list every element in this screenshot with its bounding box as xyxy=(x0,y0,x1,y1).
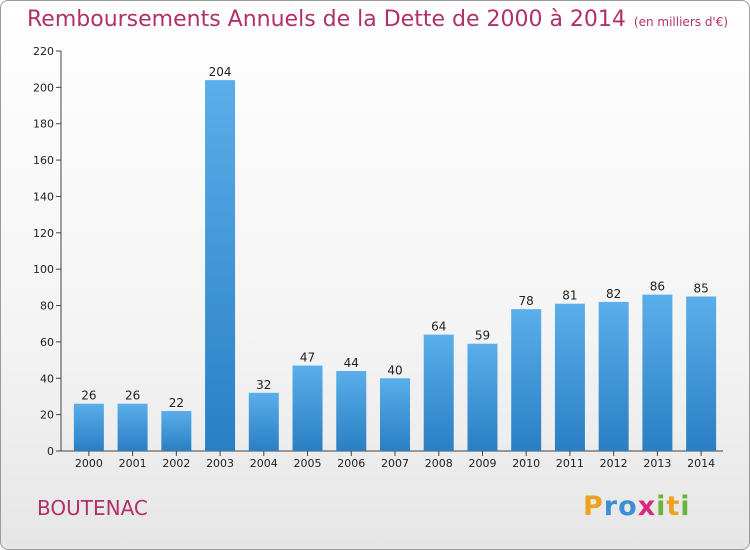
x-tick-label: 2003 xyxy=(206,457,234,470)
y-tick-label: 80 xyxy=(40,300,54,313)
x-tick-label: 2005 xyxy=(294,457,322,470)
value-label: 81 xyxy=(562,289,577,303)
y-tick-label: 100 xyxy=(33,263,54,276)
x-tick-label: 2004 xyxy=(250,457,278,470)
y-tick-label: 60 xyxy=(40,336,54,349)
logo-letter: o xyxy=(618,491,638,522)
bar-2011 xyxy=(554,303,585,451)
y-tick-label: 160 xyxy=(33,154,54,167)
bar-2007 xyxy=(380,378,410,451)
value-label: 59 xyxy=(475,329,490,343)
bar-2006 xyxy=(336,371,367,451)
value-label: 47 xyxy=(300,351,315,365)
value-label: 40 xyxy=(387,363,402,377)
bar-2002 xyxy=(161,411,192,451)
axes: 0 20 40 60 80 100 120 140 160 180 200 220 2000 2001 20… xyxy=(33,45,723,470)
y-tick-label: 40 xyxy=(40,372,54,385)
logo-letter: P xyxy=(583,491,604,522)
bar-2005 xyxy=(292,365,323,451)
x-tick-label: 2014 xyxy=(687,457,715,470)
bars xyxy=(73,80,717,451)
y-tick-label: 200 xyxy=(33,81,54,94)
value-label: 85 xyxy=(693,281,708,295)
x-tick-label: 2001 xyxy=(119,457,147,470)
value-label: 26 xyxy=(81,389,96,403)
proxiti-logo: Proxiti xyxy=(583,491,691,522)
value-label: 26 xyxy=(125,389,140,403)
logo-letter: x xyxy=(637,491,657,522)
value-label: 44 xyxy=(344,356,359,370)
value-label: 22 xyxy=(169,396,184,410)
value-label: 204 xyxy=(209,65,232,79)
x-tick-label: 2007 xyxy=(381,457,409,470)
bar-2001 xyxy=(117,403,148,451)
x-tick-label: 2006 xyxy=(337,457,365,470)
x-tick-label: 2012 xyxy=(600,457,628,470)
x-tick-label: 2010 xyxy=(512,457,540,470)
x-tick-label: 2000 xyxy=(75,457,103,470)
bar-2004 xyxy=(248,392,279,451)
logo-letter: r xyxy=(603,491,619,522)
logo-letter: i xyxy=(656,491,667,522)
x-tick-label: 2011 xyxy=(556,457,584,470)
value-label: 64 xyxy=(431,320,446,334)
logo-letter: i xyxy=(680,491,691,522)
bar-2009 xyxy=(467,343,498,451)
logo-letter: t xyxy=(666,491,681,522)
title-text: Remboursements Annuels de la Dette de 20… xyxy=(27,7,626,32)
chart-title: Remboursements Annuels de la Dette de 20… xyxy=(27,7,728,32)
bar-2003 xyxy=(205,80,236,451)
title-unit: (en milliers d'€) xyxy=(633,15,729,29)
commune-name: BOUTENAC xyxy=(37,496,148,520)
value-label: 82 xyxy=(606,287,621,301)
y-tick-label: 180 xyxy=(33,118,54,131)
x-tick-label: 2013 xyxy=(643,457,671,470)
bar-2010 xyxy=(511,309,542,451)
value-label: 86 xyxy=(650,280,665,294)
bar-2013 xyxy=(642,294,673,451)
value-labels: 26 26 22 204 32 47 44 40 64 59 78 81 82 86 85 xyxy=(81,65,709,410)
y-tick-label: 20 xyxy=(40,409,54,422)
x-tick-label: 2002 xyxy=(162,457,190,470)
value-label: 32 xyxy=(256,378,271,392)
y-tick-label: 220 xyxy=(33,45,54,58)
bar-2014 xyxy=(686,296,717,451)
y-tick-label: 0 xyxy=(47,445,54,458)
x-tick-label: 2008 xyxy=(425,457,453,470)
bar-2012 xyxy=(598,301,629,451)
x-tick-label: 2009 xyxy=(468,457,496,470)
bar-2008 xyxy=(423,334,454,451)
y-tick-label: 120 xyxy=(33,227,54,240)
value-label: 78 xyxy=(519,294,534,308)
y-tick-label: 140 xyxy=(33,190,54,203)
bar-2000 xyxy=(73,403,104,451)
